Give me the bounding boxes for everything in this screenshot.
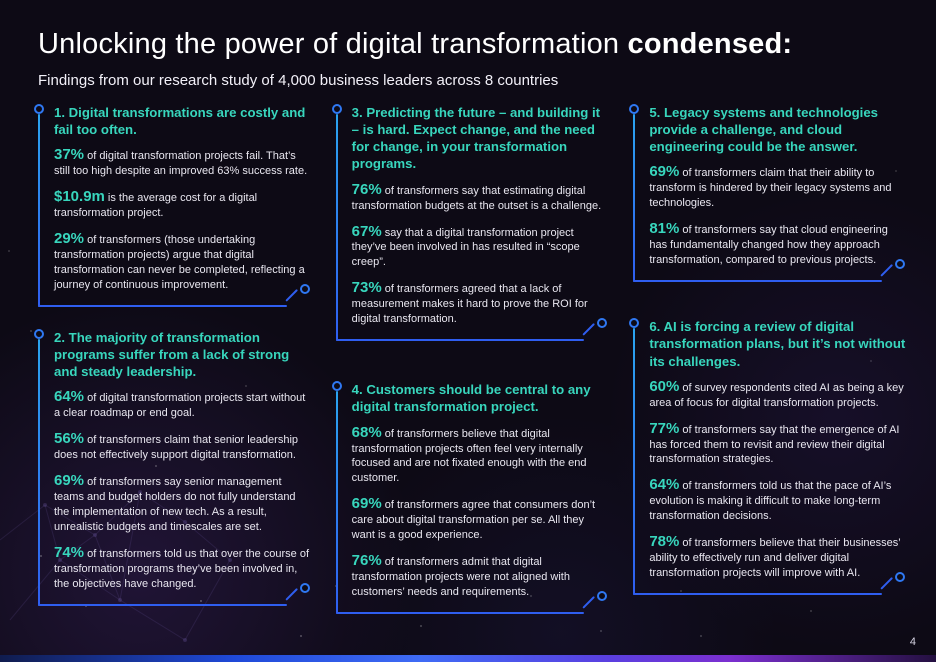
stat-text: say that a digital transformation projec… [351,226,580,269]
stat-value: 69% [351,495,382,513]
circuit-node-top-icon [34,328,44,339]
stat-value: $10.9m [54,188,105,206]
stat-value: 76% [351,180,382,198]
stat-text: of digital transformation projects fail.… [54,150,308,178]
section-3: 3. Predicting the future – and building … [331,104,615,342]
stat: $10.9m is the average cost for a digital… [54,189,311,221]
stat-text: of transformers told us that the pace of… [649,480,892,523]
stat-text: of transformers say that the emergence o… [649,423,900,466]
stat-value: 68% [351,423,382,441]
stat-value: 77% [649,419,680,437]
stat-value: 29% [54,230,85,248]
circuit-node-top-icon [629,104,640,114]
section-heading: 5. Legacy systems and technologies provi… [649,105,879,155]
stat-text: of digital transformation projects start… [54,392,306,420]
stat-text: of transformers (those undertaking trans… [54,234,305,291]
stat: 74% of transformers told us that over th… [54,545,311,592]
stat: 60% of survey respondents cited AI as be… [649,379,906,411]
section-heading: 2. The majority of transformation progra… [54,329,290,380]
stat: 81% of transformers say that cloud engin… [649,221,906,268]
stat-text: is the average cost for a digital transf… [54,192,258,220]
stat: 37% of digital transformation projects f… [54,147,311,179]
circuit-line-bottom [38,603,287,606]
circuit-line-bottom [633,280,883,283]
content-columns: 1. Digital transformations are costly an… [34,104,912,615]
stat-value: 74% [54,544,85,562]
stat: 64% of digital transformation projects s… [54,389,311,421]
stat-value: 76% [351,552,382,570]
circuit-node-top-icon [34,104,44,114]
circuit-node-top-icon [629,318,640,329]
stat-value: 64% [54,388,85,406]
stat: 78% of transformers believe that their b… [649,534,906,581]
column-2: 3. Predicting the future – and building … [331,104,615,615]
stat-text: of transformers believe that their busin… [649,537,901,580]
stat-text: of transformers admit that digital trans… [351,556,570,599]
stat: 76% of transformers say that estimating … [352,182,609,214]
circuit-node-top-icon [331,381,342,392]
page-title-bold: condensed: [619,28,793,60]
bottom-gradient-bar [0,655,936,662]
section-4: 4. Customers should be central to any di… [331,381,615,615]
stat-value: 78% [649,533,680,551]
column-3: 5. Legacy systems and technologies provi… [629,104,912,614]
circuit-node-top-icon [331,104,342,114]
stat-text: of transformers agree that consumers don… [351,499,596,542]
stat-value: 69% [649,163,680,181]
circuit-line-bottom [335,612,585,615]
section-1: 1. Digital transformations are costly an… [34,104,317,307]
stat: 29% of transformers (those undertaking t… [54,231,311,293]
circuit-line-bottom [335,339,585,342]
circuit-line-bottom [38,304,287,307]
stat-text: of transformers say that estimating digi… [351,184,602,212]
circuit-line-vertical [38,114,40,307]
stat-value: 73% [351,279,382,297]
section-2: 2. The majority of transformation progra… [34,328,317,606]
stat: 69% of transformers claim that their abi… [649,164,906,211]
page-number: 4 [909,636,916,648]
section-5: 5. Legacy systems and technologies provi… [629,104,912,283]
stat-value: 67% [351,222,382,240]
section-heading: 3. Predicting the future – and building … [351,105,601,172]
section-heading: 4. Customers should be central to any di… [351,382,591,415]
section-6: 6. AI is forcing a review of digital tra… [629,318,912,596]
stat: 64% of transformers told us that the pac… [649,477,906,524]
circuit-line-vertical [633,114,636,283]
section-heading: 6. AI is forcing a review of digital tra… [649,319,906,369]
stat-text: of transformers say senior management te… [54,476,296,534]
stat-value: 56% [54,430,85,448]
page-title-regular: Unlocking the power of digital transform… [38,28,620,60]
stat: 76% of transformers admit that digital t… [352,553,609,600]
circuit-line-vertical [335,114,338,342]
stat-text: of transformers claim that senior leader… [54,434,299,462]
stat: 69% of transformers say senior managemen… [54,473,311,535]
circuit-line-vertical [633,328,636,596]
stat-value: 69% [54,472,85,490]
stat: 77% of transformers say that the emergen… [649,421,906,468]
stat-value: 64% [649,476,680,494]
stat: 67% say that a digital transformation pr… [352,224,609,271]
stat: 68% of transformers believe that digital… [352,425,609,487]
stat-value: 37% [54,146,85,164]
stat-text: of transformers say that cloud engineeri… [649,224,888,267]
stat-text: of transformers claim that their ability… [649,167,892,210]
column-1: 1. Digital transformations are costly an… [34,104,317,614]
page-title: Unlocking the power of digital transform… [38,28,792,61]
circuit-line-vertical [38,338,40,606]
stat-value: 60% [649,377,680,395]
stat: 73% of transformers agreed that a lack o… [352,280,609,327]
stat-text: of transformers believe that digital tra… [351,427,587,485]
stat-text: of transformers agreed that a lack of me… [351,283,588,326]
stat: 69% of transformers agree that consumers… [352,496,609,543]
stat-value: 81% [649,220,680,238]
stat: 56% of transformers claim that senior le… [54,431,311,463]
circuit-line-bottom [633,593,883,596]
stat-text: of transformers told us that over the co… [54,548,310,590]
page-subtitle: Findings from our research study of 4,00… [38,72,559,89]
section-heading: 1. Digital transformations are costly an… [54,105,306,138]
stat-text: of survey respondents cited AI as being … [649,381,904,409]
circuit-line-vertical [335,391,338,615]
